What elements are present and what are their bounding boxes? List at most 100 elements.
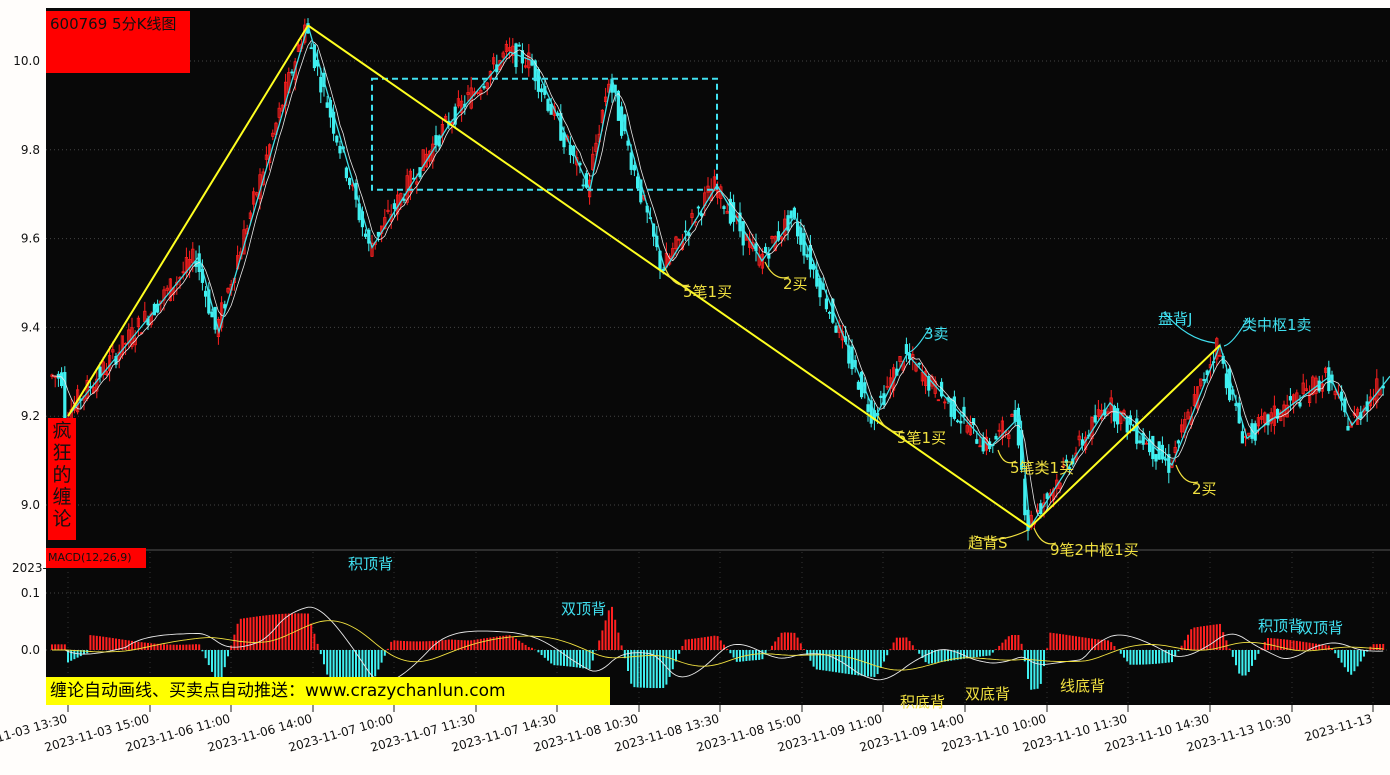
- candle-body: [920, 372, 925, 382]
- annotation-arrow: [877, 415, 904, 433]
- candle-body: [962, 406, 966, 417]
- candle-body: [594, 142, 598, 152]
- candle-body: [402, 198, 406, 201]
- candle-body: [1247, 432, 1251, 436]
- candle-body: [741, 221, 745, 246]
- annotation-label: 2买: [1192, 480, 1217, 498]
- candle-body: [620, 106, 624, 136]
- candle-body: [1260, 416, 1264, 420]
- candle-body: [1218, 354, 1222, 357]
- candle-body: [722, 206, 726, 210]
- candle-body: [834, 325, 838, 333]
- candle-body: [789, 210, 793, 219]
- candle-body: [325, 102, 329, 108]
- candle-body: [469, 87, 473, 109]
- candle-body: [885, 385, 889, 388]
- candle-body: [924, 370, 928, 386]
- candle-body: [296, 44, 301, 52]
- candle-body: [1298, 402, 1302, 407]
- candle-body: [443, 115, 448, 121]
- candle-body: [517, 44, 521, 47]
- candle-body: [392, 203, 397, 209]
- macd-annotation-label: 积顶背: [348, 555, 393, 573]
- candle-body: [1141, 432, 1145, 445]
- y-tick-label: 9.0: [21, 498, 40, 512]
- candle-body: [1007, 434, 1011, 439]
- annotation-label: 3卖: [924, 325, 949, 343]
- annotation-label: 5笔类1买: [1010, 459, 1074, 477]
- candle-body: [1144, 442, 1148, 445]
- candle-body: [466, 92, 470, 95]
- y-tick-label: 9.8: [21, 143, 40, 157]
- candle-body: [728, 198, 733, 224]
- candle-body: [639, 179, 643, 203]
- macd-dif-line: [52, 606, 1384, 683]
- candle-body: [1224, 373, 1228, 389]
- candle-body: [335, 135, 339, 143]
- candle-body: [690, 213, 694, 219]
- candle-body: [767, 253, 771, 259]
- candle-body: [383, 217, 387, 230]
- candle-body: [248, 212, 252, 219]
- candle-body: [1023, 478, 1027, 516]
- candle-body: [866, 404, 870, 412]
- brand-vertical-label: 疯 狂 的 缠 论: [48, 418, 76, 540]
- candle-body: [847, 345, 851, 364]
- candle-body: [1340, 391, 1344, 401]
- candle-body: [696, 206, 701, 209]
- candle-body: [1317, 380, 1321, 392]
- candle-body: [111, 349, 115, 353]
- candle-body: [629, 152, 633, 170]
- macd-annotation-label: 双底背: [965, 685, 1010, 703]
- candle-body: [549, 103, 553, 115]
- candle-body: [1186, 411, 1190, 420]
- segment-line: [67, 24, 309, 417]
- candle-body: [114, 356, 118, 365]
- candle-body: [591, 153, 595, 170]
- annotation-arrow: [1223, 317, 1249, 347]
- candle-body: [879, 395, 883, 398]
- candle-body: [1116, 408, 1120, 425]
- candle-body: [101, 361, 105, 376]
- candle-body: [203, 290, 208, 297]
- annotation-arrow: [973, 529, 1029, 540]
- candle-body: [408, 170, 413, 193]
- y-tick-label: 9.4: [21, 320, 40, 334]
- candle-body: [911, 354, 915, 360]
- candle-body: [805, 254, 809, 258]
- candle-body: [210, 311, 214, 318]
- candle-body: [207, 289, 211, 314]
- macd-annotation-label: 积底背: [900, 693, 945, 711]
- candle-body: [994, 435, 998, 440]
- candle-body: [972, 418, 976, 425]
- candle-body: [1122, 410, 1126, 415]
- candle-body: [536, 69, 541, 92]
- annotation-arrow: [1033, 527, 1057, 545]
- candle-body: [293, 61, 297, 80]
- candle-body: [949, 398, 953, 417]
- candle-body: [1269, 412, 1273, 424]
- candle-body: [1308, 392, 1312, 404]
- macd-y-tick-label: 0.0: [21, 643, 40, 657]
- candle-body: [978, 445, 982, 448]
- candle-body: [824, 298, 829, 310]
- candle-body: [1058, 482, 1062, 489]
- candle-body: [956, 420, 960, 423]
- candle-body: [1311, 376, 1315, 395]
- brand-char-4: 缠: [52, 486, 72, 508]
- candle-body: [482, 86, 486, 89]
- chart-title: 600769 5分K线图: [50, 15, 177, 33]
- candle-body: [1368, 396, 1372, 407]
- candle-body: [674, 236, 678, 250]
- candle-body: [562, 132, 566, 148]
- candle-body: [219, 302, 224, 328]
- candle-body: [319, 76, 323, 93]
- promo-banner[interactable]: 缠论自动画线、买卖点自动推送：www.crazychanlun.com: [46, 677, 610, 705]
- candle-body: [764, 246, 768, 253]
- annotation-label: 趋背S: [968, 534, 1008, 552]
- annotation-label: 盘背J: [1158, 310, 1192, 328]
- macd-annotation-label: 双顶背: [561, 600, 606, 618]
- candle-body: [424, 153, 429, 168]
- candle-body: [1045, 493, 1049, 499]
